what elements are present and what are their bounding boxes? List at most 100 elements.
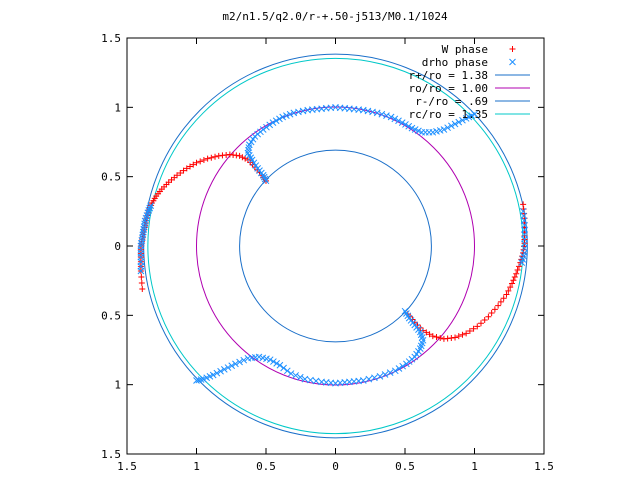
drho-phase-point [301,375,309,383]
y-tick-label: 1.5 [101,32,121,45]
w-phase-point [423,329,430,336]
drho-phase-point [217,367,224,375]
w-phase-point [180,167,187,174]
w-phase-point [463,330,470,337]
w-phase-point [239,154,246,161]
w-phase-point [138,273,145,280]
drho-phase-point [138,237,146,244]
y-tick-label: 1.5 [101,448,121,461]
w-phase-point [208,154,215,161]
drho-phase-point [286,110,294,118]
w-phase-point [433,334,440,341]
w-phase-point [466,328,473,335]
drho-phase-point [395,117,402,125]
w-phase-point [477,320,484,327]
x-tick-label: 0.5 [256,460,276,473]
w-phase-point [495,302,502,309]
w-phase-point [497,298,504,305]
drho-phase-point [147,202,154,210]
legend-marker [509,58,516,66]
w-phase-point [513,270,520,277]
w-phase-point [470,325,477,332]
drho-phase-point [193,377,200,384]
drho-phase-point [220,366,228,373]
legend-label: r+/ro = 1.38 [409,69,488,82]
drho-phase-point [378,110,386,118]
drho-phase-point [273,360,281,367]
drho-phase-point [365,375,373,383]
drho-phase-point [236,358,243,366]
drho-phase-point [376,372,384,380]
drho-phase-point [140,223,148,230]
legend-label: rc/ro = 1.35 [409,108,488,121]
x-tick-label: 1.5 [117,460,137,473]
legend-label: ro/ro = 1.00 [409,82,488,95]
drho-phase-point [146,204,154,212]
drho-phase-point [272,117,280,125]
drho-phase-point [386,369,394,377]
drho-phase-point [447,122,455,130]
w-phase-point [440,335,447,342]
drho-phase-point [402,121,409,128]
drho-phase-point [399,362,407,370]
drho-phase-point [444,124,451,132]
w-phase-point [429,333,436,340]
drho-phase-point [260,173,268,181]
w-phase-point [193,159,200,166]
w-phase-point [509,280,516,287]
drho-phase-point [395,365,403,372]
drho-phase-point [259,126,267,133]
drho-phase-point [287,370,295,377]
legend-marker [509,46,516,52]
y-tick-label: 0.5 [101,309,121,322]
w-phase-point [514,267,521,274]
drho-phase-point [228,362,236,370]
w-phase-point [190,161,197,168]
w-phase-point [187,163,194,170]
drho-phase-point [383,112,390,120]
drho-phase-point [232,360,239,368]
drho-phase-point [403,360,410,368]
drho-phase-point [224,364,232,371]
drho-phase-point [145,207,153,214]
circle-line [239,149,432,343]
drho-phase-point [139,228,147,236]
w-phase-point [459,331,466,338]
drho-phase-point [318,378,325,386]
w-phase-point [491,306,498,313]
drho-phase-point [262,177,270,185]
w-phase-point [488,310,495,317]
legend-label: W phase [442,43,488,56]
drho-phase-point [440,126,448,133]
drho-phase-point [266,121,274,129]
w-phase-point [139,285,146,292]
drho-phase-point [279,113,287,121]
w-phase-point [511,273,518,280]
w-phase-point [474,323,481,330]
w-phase-point [485,313,492,320]
y-tick-label: 0.5 [101,171,121,184]
drho-phase-point [387,113,395,121]
drho-phase-point [283,112,290,120]
drho-phase-point [451,120,459,128]
x-tick-label: 1 [193,460,200,473]
drho-phase-point [244,149,252,157]
drho-phase-point [240,356,248,364]
w-phase-point [507,284,514,291]
y-tick-label: 1 [114,101,121,114]
drho-phase-point [263,123,270,131]
w-phase-point [138,279,145,286]
w-phase-point [236,152,243,159]
drho-phase-point [137,242,145,250]
legend-label: drho phase [422,56,488,69]
drho-phase-point [296,373,304,381]
w-phase-point [505,287,512,294]
w-phase-point [183,165,190,172]
w-phase-point [204,155,211,162]
drho-phase-point [518,259,526,266]
w-phase-point [212,153,219,160]
drho-phase-point [292,372,300,379]
w-phase-point [437,334,444,341]
